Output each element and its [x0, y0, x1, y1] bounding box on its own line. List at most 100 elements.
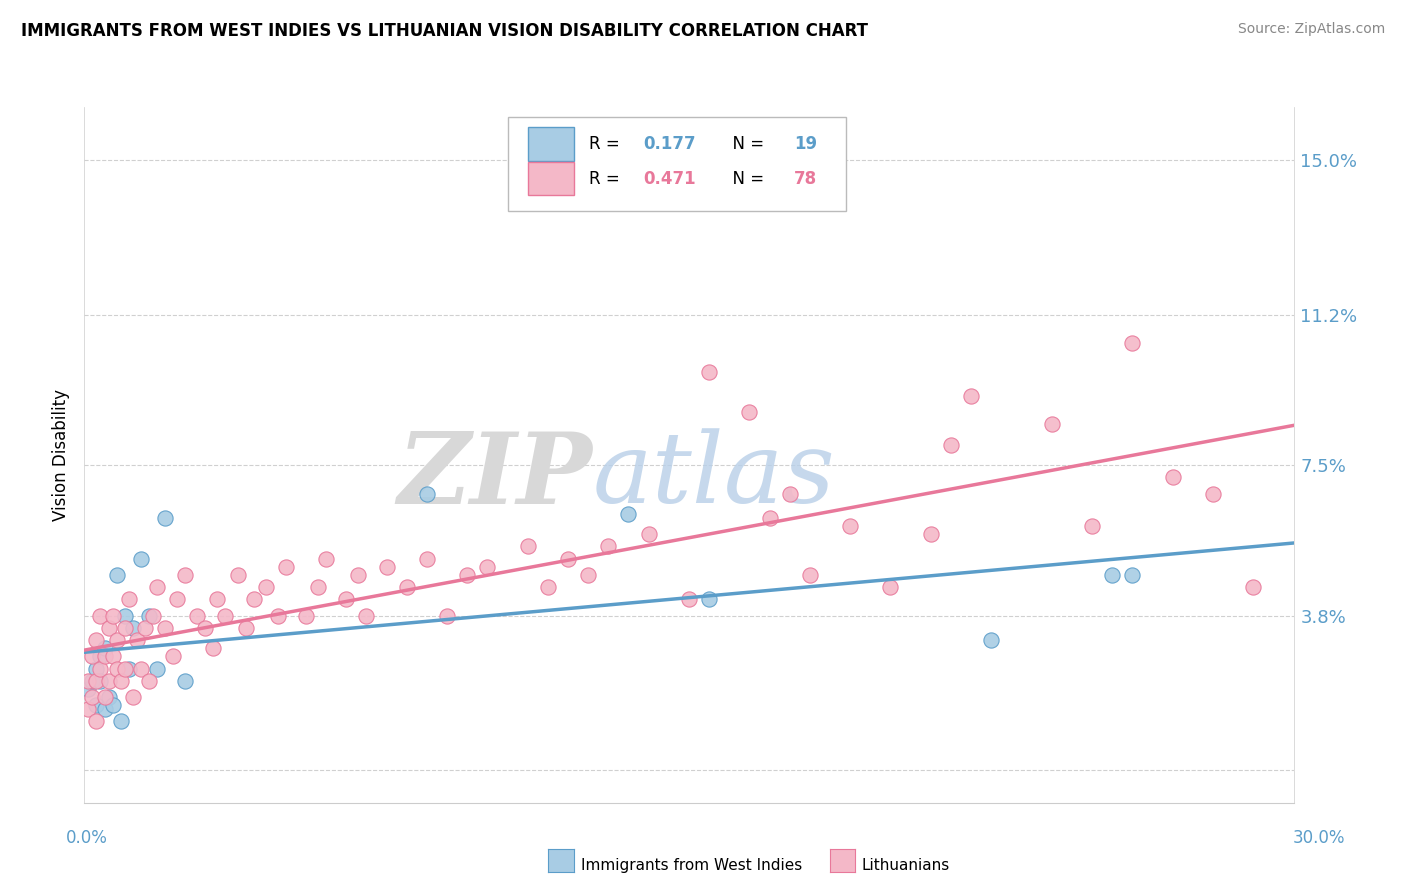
Point — [637, 527, 659, 541]
Point — [114, 608, 136, 623]
Text: Lithuanians: Lithuanians — [862, 858, 950, 872]
Point — [89, 649, 111, 664]
Point — [82, 649, 104, 664]
Point — [114, 621, 136, 635]
Point — [697, 364, 720, 378]
Point — [174, 673, 197, 688]
Point — [118, 592, 141, 607]
Point — [89, 608, 111, 623]
Point — [697, 592, 720, 607]
Point — [146, 661, 169, 675]
Text: N =: N = — [721, 135, 769, 153]
Point — [1040, 417, 1063, 432]
Point — [77, 681, 100, 696]
Point — [920, 527, 942, 541]
Text: ZIP: ZIP — [398, 427, 592, 524]
Point — [82, 673, 104, 688]
Point — [356, 608, 378, 623]
Point — [267, 608, 290, 623]
Point — [77, 702, 100, 716]
FancyBboxPatch shape — [508, 118, 846, 211]
Point — [138, 608, 160, 623]
Point — [416, 486, 439, 500]
Point — [105, 568, 128, 582]
Point — [1121, 336, 1143, 351]
Point — [537, 580, 560, 594]
Point — [235, 621, 257, 635]
Point — [86, 633, 108, 648]
Point — [162, 649, 184, 664]
Point — [121, 621, 143, 635]
Text: atlas: atlas — [592, 428, 835, 524]
Point — [254, 580, 277, 594]
Point — [617, 507, 640, 521]
Point — [134, 621, 156, 635]
Point — [97, 673, 120, 688]
Point — [86, 698, 108, 713]
Point — [779, 486, 801, 500]
Point — [799, 568, 821, 582]
Point — [335, 592, 357, 607]
Point — [207, 592, 229, 607]
Text: N =: N = — [721, 169, 769, 187]
Point — [110, 714, 132, 729]
Point — [194, 621, 217, 635]
Point — [129, 551, 152, 566]
Point — [436, 608, 458, 623]
Point — [82, 690, 104, 704]
Point — [77, 673, 100, 688]
Point — [105, 661, 128, 675]
Point — [347, 568, 370, 582]
Point — [110, 673, 132, 688]
Point — [939, 438, 962, 452]
Point — [416, 551, 439, 566]
Point — [101, 608, 124, 623]
Text: 0.177: 0.177 — [643, 135, 696, 153]
Point — [97, 621, 120, 635]
Point — [93, 649, 115, 664]
Point — [101, 649, 124, 664]
Point — [980, 633, 1002, 648]
Point — [576, 568, 599, 582]
Text: 19: 19 — [794, 135, 817, 153]
Point — [1101, 568, 1123, 582]
Point — [1121, 568, 1143, 582]
Text: Immigrants from West Indies: Immigrants from West Indies — [581, 858, 801, 872]
Point — [516, 540, 538, 554]
Point — [456, 568, 478, 582]
Point — [678, 592, 700, 607]
Point — [557, 551, 579, 566]
Point — [477, 559, 499, 574]
Point — [138, 673, 160, 688]
Point — [153, 621, 176, 635]
Point — [86, 661, 108, 675]
Point — [166, 592, 188, 607]
Point — [274, 559, 297, 574]
Text: R =: R = — [589, 169, 624, 187]
Text: 30.0%: 30.0% — [1292, 829, 1346, 847]
Point — [839, 519, 862, 533]
Point — [758, 511, 780, 525]
Point — [129, 661, 152, 675]
Point — [214, 608, 236, 623]
Point — [101, 698, 124, 713]
Point — [295, 608, 318, 623]
Point — [879, 580, 901, 594]
Point — [1161, 470, 1184, 484]
Point — [89, 673, 111, 688]
Point — [125, 633, 148, 648]
Point — [114, 661, 136, 675]
Point — [142, 608, 165, 623]
Bar — [529, 162, 574, 195]
Point — [97, 690, 120, 704]
Text: 0.471: 0.471 — [643, 169, 696, 187]
Bar — [529, 128, 574, 161]
Point — [1241, 580, 1264, 594]
Point — [93, 641, 115, 656]
Point — [960, 389, 983, 403]
Point — [118, 661, 141, 675]
Point — [375, 559, 398, 574]
Text: IMMIGRANTS FROM WEST INDIES VS LITHUANIAN VISION DISABILITY CORRELATION CHART: IMMIGRANTS FROM WEST INDIES VS LITHUANIA… — [21, 22, 868, 40]
Text: 0.0%: 0.0% — [66, 829, 108, 847]
Point — [202, 641, 225, 656]
